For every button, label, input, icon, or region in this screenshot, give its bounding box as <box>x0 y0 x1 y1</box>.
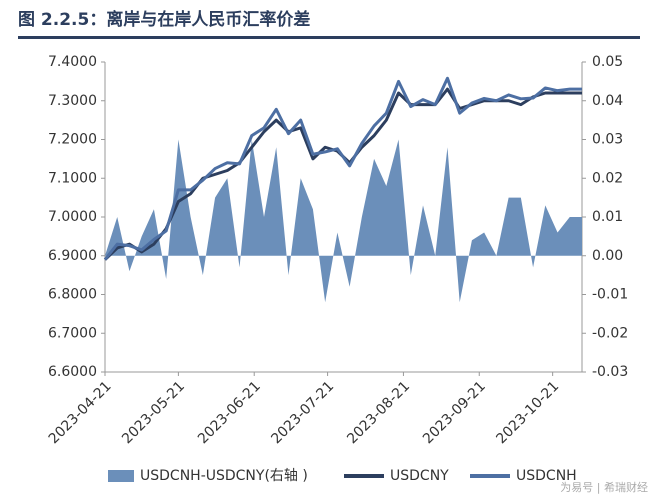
x-tick-label: 2023-06-21 <box>195 378 264 447</box>
y2-tick-label: 0.04 <box>592 93 623 109</box>
y2-tick-label: 0.03 <box>592 132 623 148</box>
y-tick-label: 6.6000 <box>48 364 97 380</box>
x-tick-label: 2023-05-21 <box>119 378 188 447</box>
x-tick-label: 2023-07-21 <box>268 378 337 447</box>
spread-area <box>105 139 582 303</box>
y2-tick-label: -0.01 <box>592 287 628 303</box>
y-tick-label: 7.4000 <box>48 54 97 70</box>
y-tick-label: 6.9000 <box>48 248 97 264</box>
y-tick-label: 7.1000 <box>48 170 97 186</box>
chart-title: 图 2.2.5：离岸与在岸人民币汇率价差 <box>18 9 310 30</box>
y2-tick-label: -0.03 <box>592 364 628 380</box>
legend-swatch <box>108 470 134 482</box>
title-rule <box>18 36 640 39</box>
legend-label: USDCNY <box>390 468 449 484</box>
x-tick-label: 2023-08-21 <box>344 378 413 447</box>
y-tick-label: 7.3000 <box>48 93 97 109</box>
legend-label: USDCNH <box>516 468 577 484</box>
line-2 <box>103 76 582 261</box>
y-tick-label: 7.2000 <box>48 132 97 148</box>
y2-tick-label: 0.00 <box>592 248 623 264</box>
x-tick-label: 2023-10-21 <box>493 378 562 447</box>
y-tick-label: 6.8000 <box>48 287 97 303</box>
y2-tick-label: 0.02 <box>592 170 623 186</box>
watermark: 为易号 | 希瑞财经 <box>560 480 648 494</box>
y-tick-label: 6.7000 <box>48 325 97 341</box>
y-tick-label: 7.0000 <box>48 209 97 225</box>
y2-tick-label: -0.02 <box>592 325 628 341</box>
y2-tick-label: 0.05 <box>592 54 623 70</box>
y2-tick-label: 0.01 <box>592 209 623 225</box>
x-tick-label: 2023-09-21 <box>420 378 489 447</box>
legend-label: USDCNH-USDCNY(右轴 ) <box>140 468 308 484</box>
x-tick-label: 2023-04-21 <box>46 378 115 447</box>
